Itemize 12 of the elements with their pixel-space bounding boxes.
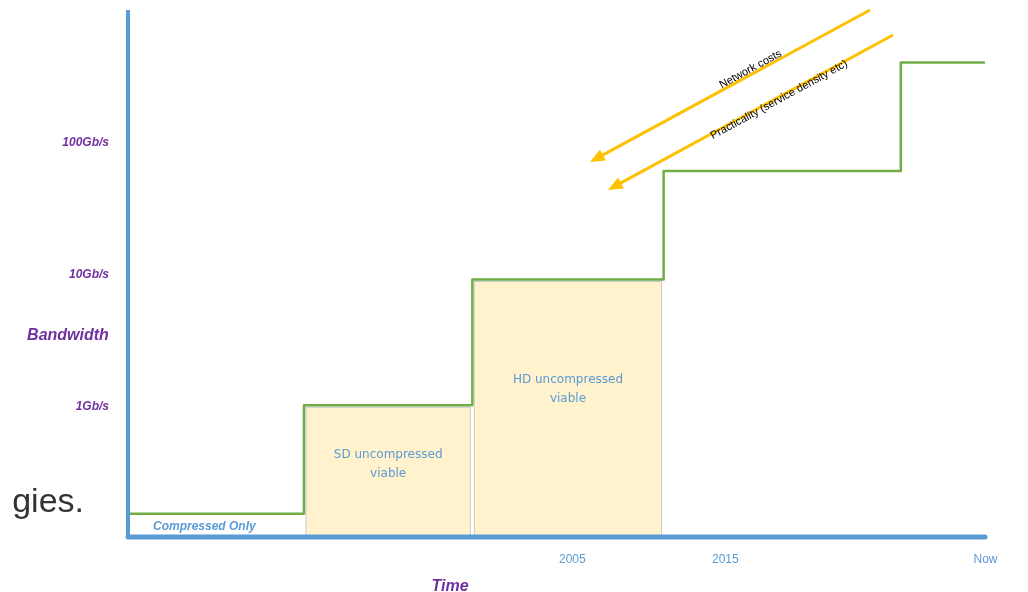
y-axis-title: Bandwidth <box>27 326 110 343</box>
text: gies. <box>12 481 84 519</box>
annotation: Compressed Only <box>153 519 258 533</box>
x-tick-label: 2015 <box>711 551 740 566</box>
y-tick-label: 10Gb/s <box>68 266 110 281</box>
x-axis-title: Time <box>431 577 469 592</box>
x-tick-label: Now <box>973 551 998 566</box>
band-label: SD uncompressed viable <box>333 446 443 480</box>
y-tick-label: 1Gb/s <box>75 398 110 413</box>
band-label: HD uncompressed viable <box>512 371 624 405</box>
y-tick-label: 100Gb/s <box>62 135 110 150</box>
x-tick-label: 2005 <box>558 551 586 566</box>
